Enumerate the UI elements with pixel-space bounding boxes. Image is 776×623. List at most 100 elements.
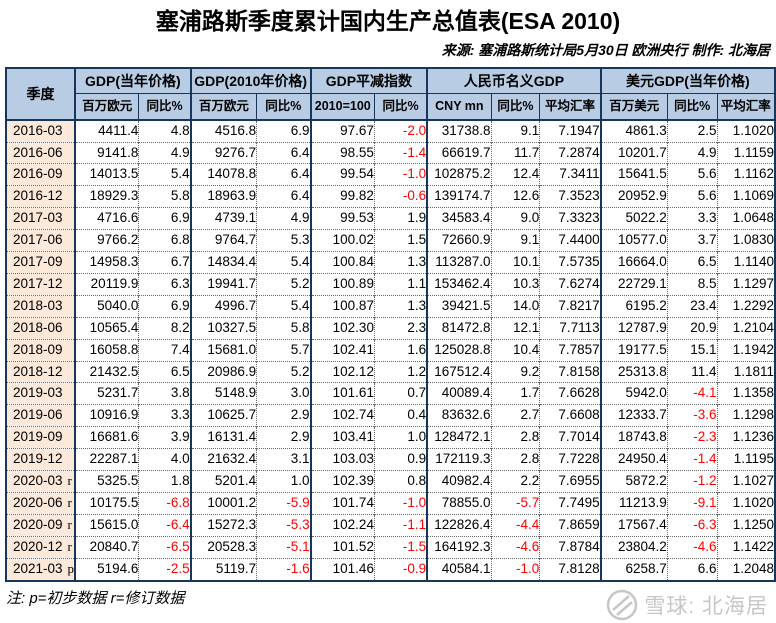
data-cell: 103.41 <box>309 426 375 449</box>
data-cell: 23804.2 <box>599 535 668 559</box>
sub-header-cell: 同比% <box>256 92 312 121</box>
quarter-header-cell: 季度 <box>5 67 76 121</box>
data-cell: 1.0648 <box>716 207 775 230</box>
data-cell: -1.1 <box>373 513 428 537</box>
data-cell: 3.9 <box>138 426 191 449</box>
table-row: 2019-12 22287.1 4.0 21632.4 3.1 103.03 0.9 1721… <box>6 448 775 471</box>
data-cell: 1.1195 <box>716 448 775 471</box>
data-cell: 14078.8 <box>189 163 257 186</box>
group-header-cell: GDP(当年价格) <box>74 67 192 94</box>
data-cell: 99.53 <box>309 207 375 230</box>
data-cell: 100.89 <box>309 272 375 296</box>
data-cell: 20952.9 <box>599 185 668 208</box>
data-cell: 6.9 <box>138 294 191 318</box>
data-cell: 40584.1 <box>426 557 492 581</box>
quarter-cell: 2018-03 <box>6 294 76 318</box>
data-cell: 5.4 <box>138 163 191 186</box>
data-cell: 12333.7 <box>599 404 668 427</box>
data-cell: -5.1 <box>256 535 311 559</box>
data-cell: 7.7228 <box>539 448 601 471</box>
group-header-cell: GDP(2010年价格) <box>189 67 312 94</box>
data-cell: 102.12 <box>309 360 375 383</box>
quarter-cell: 2020-09 r <box>6 513 76 537</box>
quarter-cell: 2020-06 r <box>6 492 76 515</box>
data-cell: 5872.2 <box>599 470 668 493</box>
data-cell: 0.4 <box>373 404 428 427</box>
data-cell: 18929.3 <box>74 185 139 208</box>
data-cell: 7.7495 <box>539 492 601 515</box>
data-cell: 14.0 <box>490 294 540 318</box>
data-cell: 10565.4 <box>74 316 139 340</box>
data-cell: 101.61 <box>309 382 375 405</box>
data-cell: -5.9 <box>256 492 311 515</box>
data-cell: 2.8 <box>490 448 540 471</box>
data-cell: 0.9 <box>373 448 428 471</box>
data-cell: 6.7 <box>138 251 191 274</box>
data-cell: -1.4 <box>666 448 718 471</box>
data-cell: 16058.8 <box>74 338 139 362</box>
data-cell: 7.3411 <box>539 163 601 186</box>
data-cell: 153462.4 <box>426 272 492 296</box>
data-cell: 6195.2 <box>599 294 668 318</box>
sub-header-cell: 同比% <box>373 92 428 121</box>
data-cell: 2.2 <box>490 470 540 493</box>
data-cell: 7.8659 <box>539 513 601 537</box>
data-cell: 1.1162 <box>716 163 775 186</box>
data-cell: 3.1 <box>256 448 311 471</box>
data-cell: 7.3523 <box>539 185 601 208</box>
quarter-cell: 2016-06 <box>6 141 76 164</box>
quarter-cell: 2018-06 <box>6 316 76 340</box>
data-cell: 10.3 <box>490 272 540 296</box>
page-title: 塞浦路斯季度累计国内生产总值表(ESA 2010) <box>155 8 621 34</box>
group-header-cell: GDP平减指数 <box>309 67 428 94</box>
data-cell: 4.9 <box>256 207 311 230</box>
table-row: 2018-06 10565.4 8.2 10327.5 5.8 102.30 2.3 8147… <box>6 316 775 340</box>
data-cell: 9.1 <box>490 119 540 142</box>
data-cell: 10577.0 <box>599 229 668 252</box>
table-row: 2020-06 r 10175.5 -6.8 10001.2 -5.9 101.74 -1.0… <box>6 492 775 515</box>
sub-header-cell: 平均汇率 <box>716 92 776 121</box>
data-cell: -6.8 <box>138 492 191 515</box>
data-cell: -1.6 <box>256 557 311 581</box>
data-cell: 7.8217 <box>539 294 601 318</box>
data-cell: 6.4 <box>256 185 311 208</box>
data-cell: 5942.0 <box>599 382 668 405</box>
data-cell: 1.1298 <box>716 404 775 427</box>
data-cell: 1.5 <box>373 229 428 252</box>
data-cell: -1.0 <box>373 492 428 515</box>
data-cell: 22287.1 <box>74 448 139 471</box>
data-cell: 7.4 <box>138 338 191 362</box>
data-cell: 172119.3 <box>426 448 492 471</box>
sub-header-cell: 同比% <box>666 92 718 121</box>
data-cell: 10201.7 <box>599 141 668 164</box>
data-cell: 5194.6 <box>74 557 139 581</box>
data-cell: -3.6 <box>666 404 718 427</box>
data-cell: 102.39 <box>309 470 375 493</box>
data-cell: 1.8 <box>138 470 191 493</box>
data-cell: 101.46 <box>309 557 375 581</box>
data-cell: 9276.7 <box>189 141 257 164</box>
data-cell: 12787.9 <box>599 316 668 340</box>
data-cell: -6.4 <box>138 513 191 537</box>
data-cell: 7.7113 <box>539 316 601 340</box>
data-cell: 1.1069 <box>716 185 775 208</box>
data-cell: 2.9 <box>256 404 311 427</box>
data-cell: 0.8 <box>373 470 428 493</box>
data-cell: -6.3 <box>666 513 718 537</box>
data-cell: 1.0 <box>256 470 311 493</box>
data-cell: 3.0 <box>256 382 311 405</box>
data-cell: 22729.1 <box>599 272 668 296</box>
data-cell: 1.7 <box>490 382 540 405</box>
data-cell: 20.9 <box>666 316 718 340</box>
data-cell: 11213.9 <box>599 492 668 515</box>
data-cell: 100.87 <box>309 294 375 318</box>
data-cell: 1.1020 <box>716 492 775 515</box>
data-cell: 164192.3 <box>426 535 492 559</box>
data-cell: 6.4 <box>256 141 311 164</box>
data-cell: 10327.5 <box>189 316 257 340</box>
table-row: 2021-03 p 5194.6 -2.5 5119.7 -1.6 101.46 -0.9 40… <box>6 557 775 581</box>
data-cell: 3.7 <box>666 229 718 252</box>
data-cell: 98.55 <box>309 141 375 164</box>
data-cell: 2.8 <box>490 426 540 449</box>
data-cell: 7.1947 <box>539 119 601 142</box>
